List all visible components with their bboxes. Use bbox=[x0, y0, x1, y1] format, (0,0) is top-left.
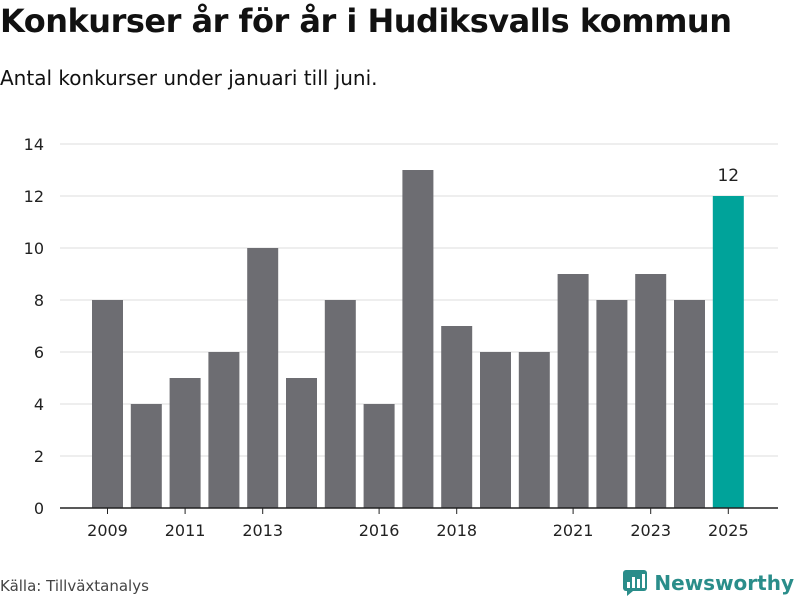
bars bbox=[92, 170, 744, 508]
bar bbox=[92, 300, 123, 508]
y-tick-label: 8 bbox=[34, 291, 44, 310]
bar bbox=[324, 300, 356, 508]
brand-logo[interactable]: Newsworthy bbox=[622, 569, 794, 597]
bar bbox=[247, 248, 279, 508]
bar bbox=[402, 170, 434, 508]
bar bbox=[441, 326, 473, 508]
bar bbox=[480, 352, 511, 508]
newsworthy-chart-logo-icon bbox=[623, 570, 648, 596]
bar-chart: 0 2 4 6 8 10 12 14 2009 2011 2013 2016 2018 2021 2023 2… bbox=[24, 135, 778, 540]
x-tick-label: 2016 bbox=[359, 521, 400, 540]
bar bbox=[208, 352, 240, 508]
y-tick-label: 0 bbox=[34, 499, 44, 518]
data-label: 12 bbox=[717, 166, 739, 186]
x-tick-label: 2025 bbox=[708, 521, 749, 540]
x-tick-label: 2009 bbox=[87, 521, 128, 540]
bar bbox=[363, 404, 395, 508]
bar bbox=[596, 300, 628, 508]
bar bbox=[674, 300, 705, 508]
bar bbox=[635, 274, 667, 508]
bar bbox=[557, 274, 589, 508]
chart-title: Konkurser år för år i Hudiksvalls kommun bbox=[0, 2, 732, 40]
x-tick-label: 2013 bbox=[242, 521, 283, 540]
y-tick-label: 4 bbox=[34, 395, 44, 414]
bar bbox=[130, 404, 162, 508]
y-tick-label: 6 bbox=[34, 343, 44, 362]
chart-subtitle: Antal konkurser under januari till juni. bbox=[0, 66, 378, 90]
x-tick-label: 2011 bbox=[165, 521, 206, 540]
brand-name: Newsworthy bbox=[654, 571, 794, 595]
x-tick-label: 2023 bbox=[630, 521, 671, 540]
y-tick-label: 12 bbox=[24, 187, 44, 206]
source-note: Källa: Tillväxtanalys bbox=[0, 577, 149, 595]
y-tick-label: 2 bbox=[34, 447, 44, 466]
labels: 0 2 4 6 8 10 12 14 2009 2011 2013 2016 2018 2021 2023 2… bbox=[24, 135, 749, 540]
x-tick-label: 2021 bbox=[553, 521, 594, 540]
y-tick-label: 10 bbox=[24, 239, 44, 258]
bar bbox=[286, 378, 317, 508]
bar bbox=[518, 352, 550, 508]
bar bbox=[712, 196, 744, 508]
axes bbox=[60, 507, 778, 514]
y-tick-label: 14 bbox=[24, 135, 44, 154]
x-tick-label: 2018 bbox=[436, 521, 477, 540]
bar bbox=[169, 378, 201, 508]
